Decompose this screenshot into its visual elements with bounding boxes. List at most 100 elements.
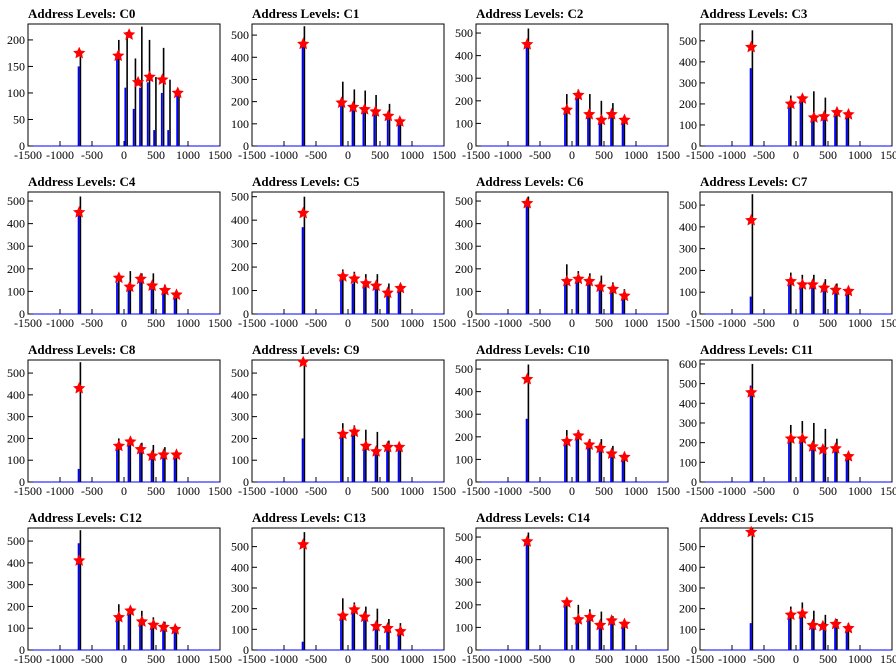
x-tick-label: 1500 [880, 484, 896, 498]
plot-frame [27, 191, 221, 315]
peak-star-marker [112, 49, 125, 62]
y-tick-label: 0 [19, 475, 25, 489]
peak-star-marker [123, 280, 136, 293]
chart-panel: Address Levels: C12 0 100 200 300 400 500 -1500… [0, 504, 232, 672]
peak-star-marker [745, 213, 758, 226]
y-tick-label: 200 [679, 263, 697, 277]
x-tick-label: 0 [569, 148, 575, 162]
peak-star-marker [572, 613, 585, 625]
peak-star-marker [606, 282, 620, 295]
y-tick-label: 100 [231, 622, 249, 636]
x-tick-label: 1000 [624, 484, 648, 498]
x-tick-label: -1000 [46, 652, 74, 666]
x-tick-label: 0 [569, 316, 575, 330]
y-tick-label: 0 [691, 307, 697, 321]
x-tick-label: -500 [529, 652, 551, 666]
peak-star-marker [806, 278, 819, 290]
plot-frame [699, 359, 893, 483]
y-tick-label: 500 [231, 28, 249, 42]
peak-star-marker [583, 107, 596, 120]
chart-svg: 0 100 200 300 400 500 -1500 -1000 -500 0 500 1000 15… [455, 23, 680, 162]
y-tick-label: 0 [467, 307, 473, 321]
peak-star-marker [818, 110, 831, 122]
peak-star-marker [370, 279, 383, 292]
y-tick-label: 200 [7, 431, 25, 445]
x-tick-label: 1000 [176, 484, 200, 498]
peak-star-marker [560, 434, 574, 447]
x-tick-label: 500 [819, 316, 837, 330]
chart-panel: Address Levels: C4 0 100 200 300 400 500 -1500-… [0, 168, 232, 336]
y-tick-label: 300 [7, 239, 25, 253]
peak-star-marker [583, 610, 597, 623]
y-tick-label: 500 [231, 366, 249, 380]
chart-title: Address Levels: C0 [28, 6, 136, 21]
y-tick-label: 100 [231, 117, 249, 131]
y-tick-label: 500 [679, 198, 697, 212]
peak-star-marker [807, 111, 821, 123]
peak-star-marker [618, 450, 631, 463]
x-tick-label: 500 [595, 484, 613, 498]
x-tick-label: 1000 [176, 652, 200, 666]
peak-star-marker [745, 385, 758, 398]
peak-star-marker [336, 609, 350, 622]
chart-svg: 0 100 200 300 400 500 -1500 -1000 -500 0 500 1000 15… [679, 525, 896, 666]
chart-svg: 0 100 200 300 400 500 -1500 -1000 -500 0 500 1000 15… [679, 191, 896, 330]
x-tick-label: 1000 [176, 148, 200, 162]
peak-star-marker [370, 445, 383, 457]
peak-star-marker [394, 281, 407, 294]
peak-star-marker [359, 277, 373, 289]
peak-star-marker [143, 70, 156, 83]
chart-svg: 0 100 200 300 400 500 -1500 -1000 -500 0 500 1000 15… [7, 191, 232, 330]
x-tick-label: -500 [81, 484, 103, 498]
y-tick-label: 100 [7, 284, 25, 298]
x-tick-label: 500 [147, 148, 165, 162]
chart-svg: 0 100 200 300 400 500 -1500 -1000 -500 0 500 1000 15… [231, 527, 456, 666]
x-tick-label: -1000 [270, 652, 298, 666]
y-tick-label: 0 [691, 139, 697, 153]
y-tick-label: 50 [13, 112, 25, 126]
x-tick-label: -1000 [270, 148, 298, 162]
x-tick-label: -500 [81, 652, 103, 666]
y-tick-label: 500 [455, 194, 473, 208]
peak-star-marker [135, 615, 149, 627]
x-tick-label: 0 [345, 148, 351, 162]
x-tick-label: -500 [753, 316, 775, 330]
peak-star-marker [784, 432, 798, 444]
chart-panel: Address Levels: C13 0 100 200 300 400 500 -1500… [224, 504, 456, 672]
peak-star-marker [796, 92, 809, 104]
peak-star-marker [73, 554, 86, 566]
chart-panel: Address Levels: C8 0 100 200 300 400 500 -1500-… [0, 336, 232, 504]
chart-panel: Address Levels: C2 0 100 200 300 400 500 -1500-… [448, 0, 680, 168]
chart-svg: 0 100 200 300 400 500 600 -1500 -1000 -500 0 500 100… [679, 357, 896, 498]
chart-svg: 0 100 200 300 400 500 -1500 -1000 -500 0 500 1000 15… [455, 527, 680, 666]
peak-star-marker [146, 279, 159, 291]
chart-svg: 0 100 200 300 400 500 -1500 -1000 -500 0 500 1000 15… [231, 355, 456, 498]
plot-frame [27, 359, 221, 483]
peak-star-marker [134, 272, 147, 285]
peak-star-marker [605, 447, 618, 459]
x-tick-label: 0 [121, 652, 127, 666]
x-tick-label: 0 [569, 652, 575, 666]
x-tick-label: 0 [121, 316, 127, 330]
x-tick-label: -1000 [494, 316, 522, 330]
y-tick-label: 100 [455, 620, 473, 634]
peak-star-marker [73, 205, 86, 218]
peak-star-marker [381, 286, 394, 299]
y-tick-label: 0 [19, 139, 25, 153]
peak-star-marker [297, 538, 310, 550]
y-tick-label: 200 [455, 430, 473, 444]
chart-panel: Address Levels: C15 0 100 200 300 400 500 -1500… [672, 504, 896, 672]
peak-star-marker [157, 448, 170, 461]
chart-panel: Address Levels: C7 0 100 200 300 400 500 -1500-… [672, 168, 896, 336]
y-tick-label: 100 [231, 453, 249, 467]
y-tick-label: 100 [231, 284, 249, 298]
y-tick-label: 0 [691, 643, 697, 657]
x-tick-label: 1000 [400, 652, 424, 666]
chart-title: Address Levels: C4 [28, 174, 136, 189]
y-tick-label: 400 [231, 213, 249, 227]
y-tick-label: 500 [679, 377, 697, 391]
x-tick-label: 1500 [432, 316, 456, 330]
y-tick-label: 200 [455, 94, 473, 108]
peak-star-marker [618, 113, 631, 126]
peak-star-marker [393, 115, 406, 127]
